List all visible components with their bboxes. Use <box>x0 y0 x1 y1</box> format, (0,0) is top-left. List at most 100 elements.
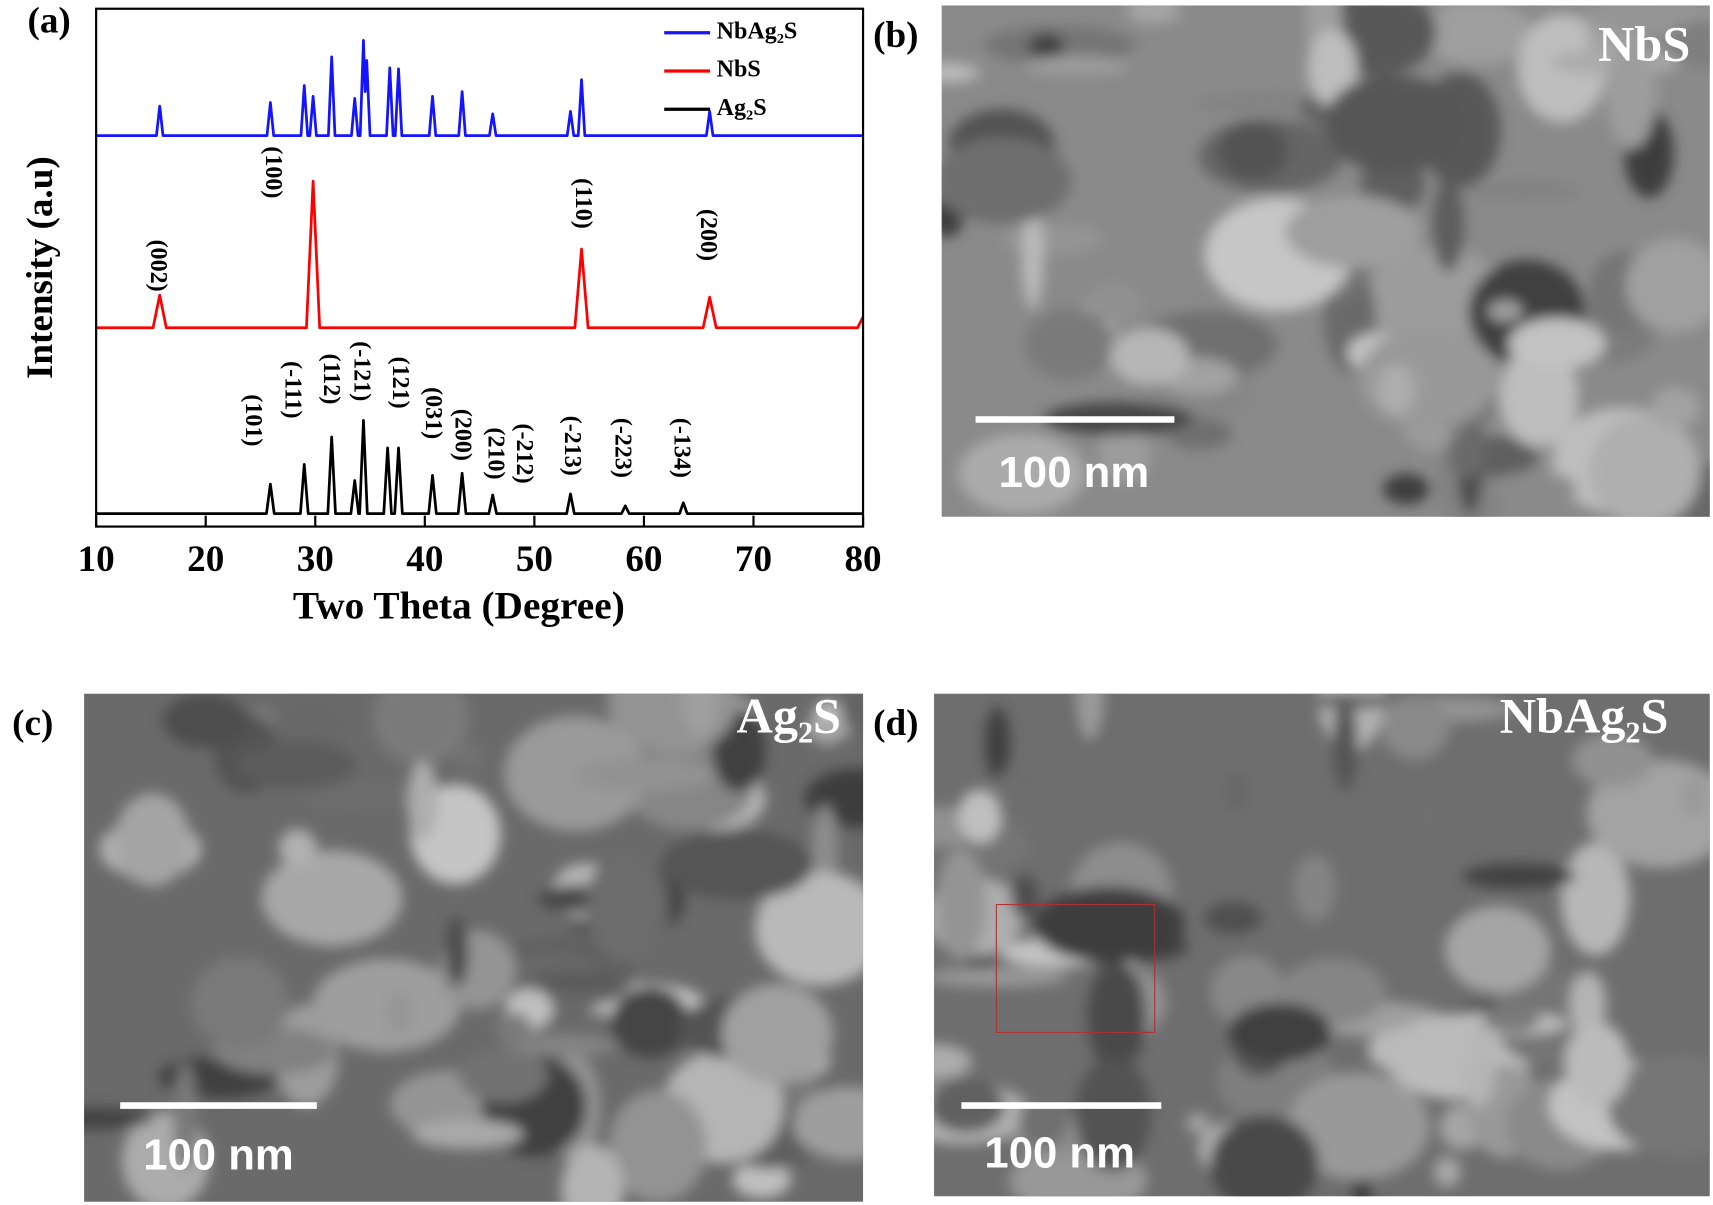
particle <box>1433 1156 1461 1188</box>
particle <box>1422 5 1534 65</box>
particle <box>721 983 833 1084</box>
x-tick-label: 60 <box>625 539 662 580</box>
particle <box>984 706 1011 781</box>
legend-label: NbAg₂S <box>717 18 798 44</box>
highlight-box <box>995 904 1156 1033</box>
particle <box>1499 345 1579 447</box>
particle <box>995 768 1049 792</box>
series-line <box>96 419 864 515</box>
particle <box>1075 1056 1152 1172</box>
particle <box>1209 1115 1319 1197</box>
particle <box>1589 414 1701 517</box>
legend-label: NbS <box>717 57 761 83</box>
panel-label: (d) <box>873 703 918 744</box>
peak-label: (112) <box>318 354 344 405</box>
particle <box>1126 5 1181 24</box>
image-caption: NbAg₂S <box>1500 688 1669 744</box>
particle <box>1580 5 1710 35</box>
sem-panel: (c) Ag₂S 100 nm <box>12 688 864 1202</box>
particle <box>1228 1003 1332 1062</box>
peak-label: (210) <box>482 428 508 480</box>
image-caption: Ag₂S <box>737 688 841 744</box>
peak-label: (-213) <box>559 416 585 476</box>
particle <box>934 967 1069 987</box>
particle <box>299 780 406 811</box>
particle <box>278 829 317 867</box>
particle <box>1487 300 1523 322</box>
particle <box>1491 471 1577 507</box>
peak-label: (200) <box>449 409 475 461</box>
particle <box>115 793 191 887</box>
particle <box>585 850 669 965</box>
series-line <box>96 179 865 330</box>
particle <box>1033 886 1185 963</box>
peak-label: (121) <box>387 357 413 409</box>
sem-texture <box>84 693 864 1202</box>
particle <box>941 137 1072 225</box>
particle <box>1462 863 1576 890</box>
particle <box>190 956 289 1049</box>
particle <box>1285 195 1422 269</box>
particle <box>1110 328 1189 385</box>
particle <box>1561 842 1630 956</box>
particle <box>958 789 1002 844</box>
x-tick-label: 10 <box>78 539 115 580</box>
particle <box>1087 282 1142 323</box>
particle <box>1569 971 1607 1039</box>
particle <box>1683 776 1707 816</box>
particle <box>1606 38 1657 150</box>
particle <box>1508 317 1606 370</box>
particle <box>506 1034 619 1057</box>
particle <box>1483 1006 1540 1033</box>
peak-label: (-212) <box>511 424 537 484</box>
particle <box>792 1086 864 1160</box>
particle <box>1571 733 1653 787</box>
peak-label: (-134) <box>669 418 695 478</box>
particle <box>732 1161 791 1199</box>
scale-bar-label: 100 nm <box>984 1128 1135 1177</box>
particle <box>235 741 357 790</box>
particle <box>1302 693 1399 710</box>
particle <box>1011 874 1039 920</box>
particle <box>372 693 470 765</box>
particle <box>1218 120 1289 181</box>
particle <box>1447 430 1485 478</box>
particle <box>84 1107 154 1130</box>
particle <box>1204 902 1263 935</box>
particle <box>608 1090 707 1202</box>
particle <box>1024 55 1129 75</box>
panel-label: (c) <box>12 703 53 744</box>
peak-label: (200) <box>695 209 721 261</box>
particle <box>445 916 469 988</box>
particle <box>610 986 690 1058</box>
particle <box>577 758 716 792</box>
particle <box>411 1119 524 1149</box>
particle <box>1607 1054 1710 1158</box>
y-axis-title: Intensity (a.u) <box>20 156 61 379</box>
particle <box>1564 1022 1630 1107</box>
scale-bar-label: 100 nm <box>143 1131 294 1180</box>
particle <box>535 972 615 992</box>
particle <box>1098 429 1151 484</box>
particle <box>1186 1112 1210 1135</box>
particle <box>1382 473 1430 505</box>
particle <box>754 871 864 986</box>
legend-label: Ag₂S <box>717 95 767 121</box>
particle <box>1225 772 1249 812</box>
particle <box>162 693 247 748</box>
particle <box>1002 223 1103 255</box>
particle <box>1332 697 1358 792</box>
image-caption: NbS <box>1598 16 1690 72</box>
x-tick-label: 30 <box>297 539 334 580</box>
panel-label: (b) <box>873 15 918 56</box>
particle <box>1293 855 1336 922</box>
particle <box>173 1063 198 1171</box>
peak-label: (031) <box>420 387 446 439</box>
particle <box>1288 1072 1430 1181</box>
peak-label: (-111) <box>280 361 306 418</box>
plot-frame <box>95 7 865 528</box>
particle <box>1376 364 1416 415</box>
particle <box>1432 178 1465 272</box>
particle <box>496 1012 532 1047</box>
